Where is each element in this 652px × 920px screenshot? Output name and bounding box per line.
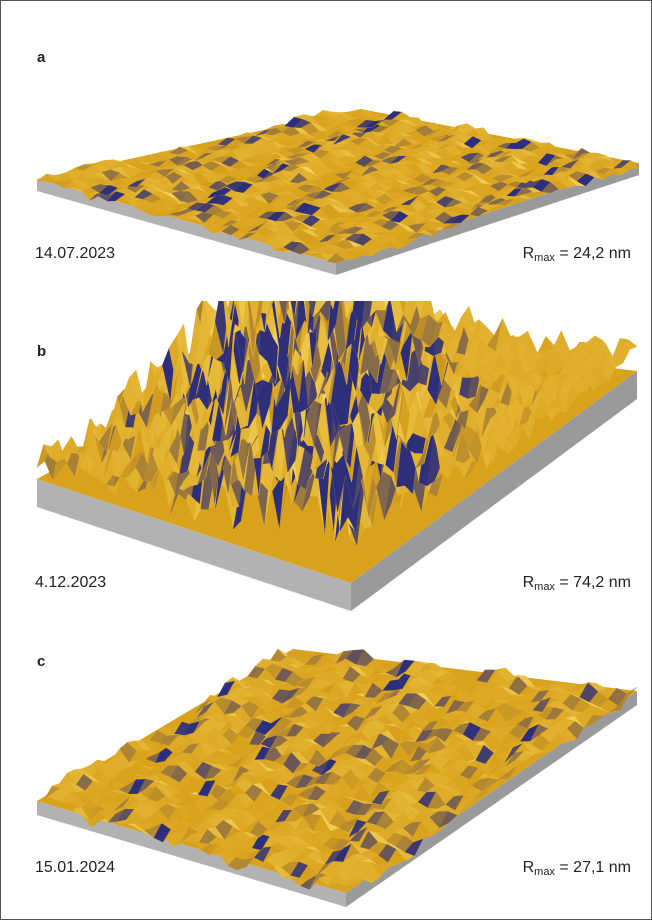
rmax-label: Rmax = 74,2 nm: [523, 574, 631, 593]
rmax-symbol: R: [522, 859, 535, 876]
rmax-value: = 24,2 nm: [559, 245, 631, 262]
panel-a: a 14.07.2023 Rmax = 24,2 nm: [1, 1, 651, 301]
rmax-symbol: R: [522, 574, 535, 591]
rmax-subscript: max: [534, 252, 555, 264]
panel-c: c 15.01.2024 Rmax = 27,1 nm: [1, 611, 651, 911]
surface-topography-c: [36, 648, 638, 907]
rmax-subscript: max: [534, 866, 555, 878]
measurement-date: 15.01.2024: [35, 859, 116, 876]
rmax-label: Rmax = 27,1 nm: [523, 859, 631, 878]
panel-letter: c: [37, 653, 46, 670]
rmax-value: = 27,1 nm: [559, 859, 631, 876]
measurement-date: 4.12.2023: [35, 574, 107, 591]
rmax-label: Rmax = 24,2 nm: [523, 245, 631, 264]
surface-base: [37, 371, 637, 611]
measurement-date: 14.07.2023: [35, 245, 116, 262]
surface-texture: [36, 301, 638, 583]
panel-b: b 4.12.2023 Rmax = 74,2 nm: [1, 301, 651, 611]
surface-texture: [36, 648, 638, 893]
rmax-symbol: R: [522, 245, 535, 262]
surface-base: [37, 163, 639, 275]
surface-topography-a: [36, 109, 640, 275]
surface-topography-b: [36, 301, 638, 611]
panel-letter: a: [37, 49, 46, 66]
surface-base: [37, 691, 637, 907]
panel-letter: b: [37, 343, 47, 360]
rmax-subscript: max: [534, 581, 555, 593]
rmax-value: = 74,2 nm: [559, 574, 631, 591]
surface-texture: [36, 109, 640, 264]
